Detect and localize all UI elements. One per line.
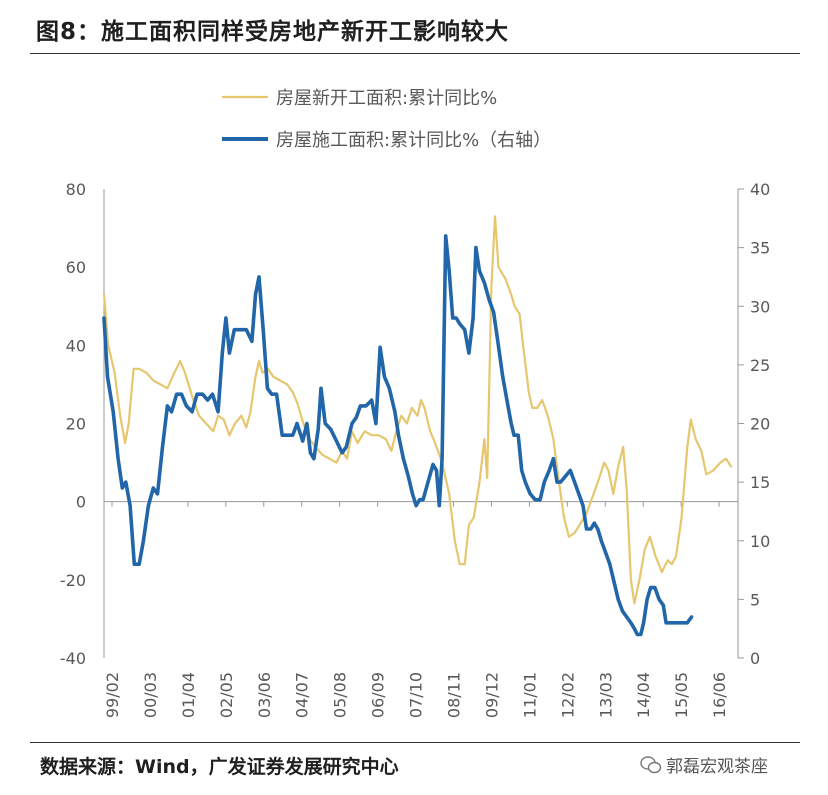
- y-tick-left-label: 80: [66, 180, 86, 199]
- y-tick-left-label: 60: [66, 258, 86, 277]
- y-tick-right-label: 10: [750, 532, 770, 551]
- legend-label-construction: 房屋施工面积:累计同比%（右轴）: [276, 130, 551, 151]
- x-tick-label: 05/08: [331, 672, 350, 718]
- figure-title: 图8：施工面积同样受房地产新开工影响较大: [36, 19, 510, 45]
- series-line-new-start: [102, 215, 733, 605]
- legend-label-new-start: 房屋新开工面积:累计同比%: [276, 88, 497, 109]
- plot-area: [102, 215, 733, 637]
- x-tick-label: 09/12: [482, 672, 501, 718]
- y-tick-right-label: 20: [750, 415, 770, 434]
- wechat-icon: [640, 755, 662, 773]
- chart: 房屋新开工面积:累计同比% 房屋施工面积:累计同比%（右轴） 80 60 40 20 0…: [60, 88, 771, 718]
- x-tick-label: 12/02: [558, 672, 577, 718]
- y-tick-left-label: 0: [76, 493, 86, 512]
- x-tick-label: 06/09: [369, 672, 388, 718]
- legend: 房屋新开工面积:累计同比% 房屋施工面积:累计同比%（右轴）: [222, 88, 551, 151]
- x-tick-label: 01/04: [179, 672, 198, 718]
- watermark: 郭磊宏观茶座: [640, 752, 768, 777]
- x-tick-label: 08/11: [444, 672, 463, 718]
- y-tick-left-label: 40: [66, 336, 86, 355]
- y-tick-left-label: -40: [60, 649, 86, 668]
- x-tick-label: 04/07: [293, 672, 312, 718]
- x-tick-label: 11/01: [520, 672, 539, 718]
- y-tick-left-label: 20: [66, 415, 86, 434]
- y-tick-left-label: -20: [60, 571, 86, 590]
- series-line-construction: [102, 234, 694, 637]
- x-tick-label: 16/06: [710, 672, 729, 718]
- y-tick-right-label: 35: [750, 239, 770, 258]
- x-tick-label: 13/03: [596, 672, 615, 718]
- y-tick-right-label: 15: [750, 473, 770, 492]
- axes: 80 60 40 20 0 -20 -40 40 35 30 25 20 15 10 5 0 99/02 00/0…: [60, 180, 771, 718]
- y-tick-right-label: 5: [750, 590, 760, 609]
- source-note: 数据来源：Wind，广发证券发展研究中心: [40, 756, 399, 778]
- x-tick-label: 14/04: [634, 672, 653, 718]
- top-rule: [30, 53, 800, 54]
- x-tick-label: 15/05: [672, 672, 691, 718]
- watermark-text: 郭磊宏观茶座: [666, 757, 768, 777]
- y-tick-right-label: 30: [750, 297, 770, 316]
- x-tick-label: 07/10: [407, 672, 426, 718]
- x-tick-label: 02/05: [217, 672, 236, 718]
- bottom-rule: [30, 742, 800, 743]
- x-tick-label: 00/03: [141, 672, 160, 718]
- y-tick-right-label: 40: [750, 180, 770, 199]
- y-tick-right-label: 0: [750, 649, 760, 668]
- y-tick-right-label: 25: [750, 356, 770, 375]
- x-tick-label: 03/06: [255, 672, 274, 718]
- x-tick-label: 99/02: [103, 672, 122, 718]
